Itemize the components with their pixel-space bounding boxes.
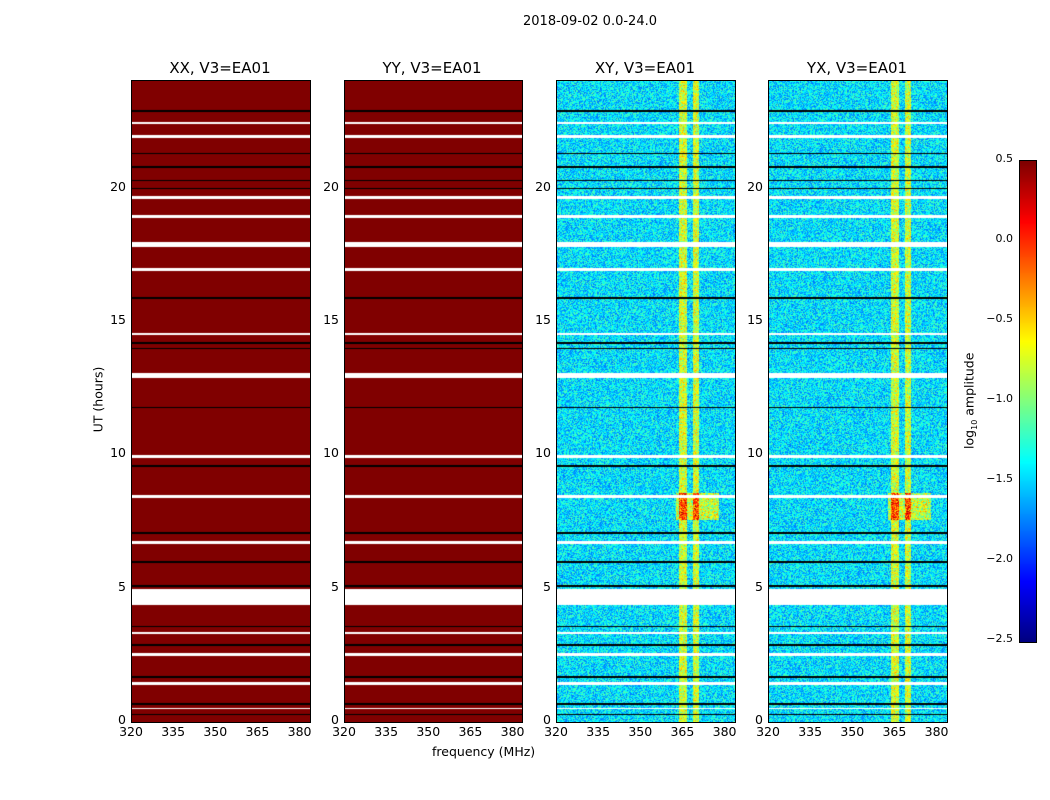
x-tick-label: 365: [245, 724, 270, 739]
x-tick-label: 365: [458, 724, 483, 739]
y-tick-label: 15: [110, 312, 126, 327]
colorbar-tick-label: −2.5: [986, 632, 1013, 645]
y-tick-label: 10: [535, 445, 551, 461]
y-tick-label: 20: [535, 178, 551, 194]
x-tick-label: 380: [287, 724, 312, 739]
colorbar-tick-label: −1.0: [986, 392, 1013, 405]
x-tick-label: 320: [332, 724, 356, 739]
x-tick-label: 320: [119, 724, 143, 739]
x-tick-label: 350: [203, 724, 228, 739]
y-axis-label: UT (hours): [90, 366, 106, 433]
y-tick-label: 15: [535, 312, 551, 327]
x-tick-label: 335: [161, 724, 186, 739]
y-tick-label: 10: [110, 445, 126, 461]
y-tick-label: 20: [110, 178, 126, 194]
x-tick-label: 380: [712, 724, 737, 739]
x-tick-label: 320: [756, 724, 780, 739]
y-tick-label: 20: [747, 178, 763, 194]
x-axis-label: frequency (MHz): [432, 744, 536, 759]
x-tick-label: 320: [544, 724, 568, 739]
colorbar-tick-label: 0.0: [995, 232, 1014, 245]
y-tick-label: 5: [755, 578, 763, 594]
colorbar-tick-label: −0.5: [986, 312, 1013, 325]
y-tick-label: 0: [543, 712, 551, 727]
heatmap-yx: [768, 80, 948, 723]
x-tick-label: 335: [798, 724, 823, 739]
y-tick-label: 5: [118, 578, 126, 594]
x-tick-label: 335: [586, 724, 611, 739]
colorbar-tick-label: 0.5: [995, 152, 1014, 165]
x-tick-label: 365: [882, 724, 907, 739]
x-tick-label: 335: [374, 724, 399, 739]
y-tick-label: 0: [331, 712, 339, 727]
y-tick-label: 5: [543, 578, 551, 594]
y-tick-label: 10: [323, 445, 339, 461]
y-tick-label: 15: [323, 312, 339, 327]
heatmap-yy: [344, 80, 523, 723]
x-tick-label: 350: [416, 724, 441, 739]
suptitle: 2018-09-02 0.0-24.0: [523, 14, 657, 29]
y-tick-label: 5: [331, 578, 339, 594]
x-tick-label: 365: [670, 724, 695, 739]
panel-title-yx: YX, V3=EA01: [806, 59, 908, 77]
colorbar-tick-label: −2.0: [986, 552, 1013, 565]
x-tick-label: 350: [840, 724, 865, 739]
panel-title-xx: XX, V3=EA01: [169, 59, 271, 77]
x-tick-label: 380: [924, 724, 949, 739]
panel-title-xy: XY, V3=EA01: [594, 59, 696, 77]
y-tick-label: 15: [747, 312, 763, 327]
heatmap-xx: [131, 80, 311, 723]
colorbar: [1019, 160, 1037, 643]
y-tick-label: 10: [747, 445, 763, 461]
x-tick-label: 380: [500, 724, 525, 739]
colorbar-tick-label: −1.5: [986, 472, 1013, 485]
y-tick-label: 0: [118, 712, 126, 727]
heatmap-xy: [556, 80, 736, 723]
y-tick-label: 0: [755, 712, 763, 727]
panel-title-yy: YY, V3=EA01: [382, 59, 482, 77]
colorbar-label: log10 amplitude: [961, 352, 979, 449]
y-tick-label: 20: [323, 178, 339, 194]
x-tick-label: 350: [628, 724, 653, 739]
